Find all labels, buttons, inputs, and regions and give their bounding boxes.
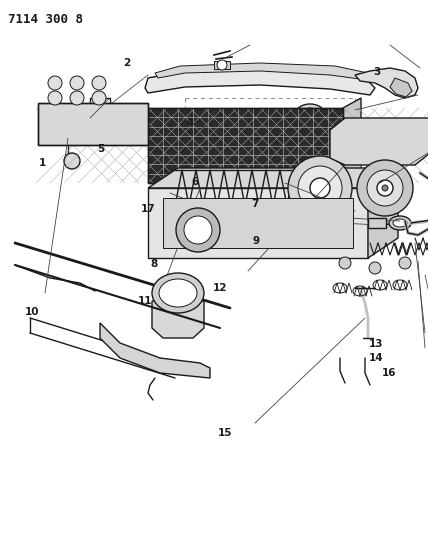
Ellipse shape <box>296 104 324 122</box>
Text: 1: 1 <box>39 158 46 167</box>
Text: 8: 8 <box>151 259 158 269</box>
Polygon shape <box>155 63 368 79</box>
Bar <box>38 103 148 145</box>
Polygon shape <box>355 68 418 98</box>
Circle shape <box>288 156 352 220</box>
Bar <box>163 198 353 248</box>
Circle shape <box>298 166 342 210</box>
Circle shape <box>64 153 80 169</box>
Polygon shape <box>100 323 210 378</box>
Polygon shape <box>148 173 361 183</box>
Circle shape <box>217 60 227 70</box>
Circle shape <box>48 76 62 90</box>
Circle shape <box>367 170 403 206</box>
Polygon shape <box>148 168 398 188</box>
Text: 4: 4 <box>187 118 194 127</box>
Circle shape <box>184 216 212 244</box>
Polygon shape <box>330 118 428 165</box>
Circle shape <box>339 257 351 269</box>
Circle shape <box>92 91 106 105</box>
Bar <box>148 108 343 183</box>
Circle shape <box>369 262 381 274</box>
Text: 11: 11 <box>138 296 153 306</box>
Text: 5: 5 <box>97 144 104 154</box>
Text: 14: 14 <box>369 353 383 363</box>
Text: 15: 15 <box>217 428 232 438</box>
Text: 9: 9 <box>253 236 259 246</box>
Bar <box>368 218 386 228</box>
Ellipse shape <box>302 108 318 118</box>
Ellipse shape <box>159 279 197 307</box>
Ellipse shape <box>393 219 407 227</box>
Text: 2: 2 <box>123 58 130 68</box>
Text: 13: 13 <box>369 339 383 349</box>
Text: 7114 300 8: 7114 300 8 <box>8 13 83 26</box>
Bar <box>148 108 343 183</box>
Circle shape <box>92 76 106 90</box>
Bar <box>38 103 148 145</box>
Circle shape <box>70 91 84 105</box>
Text: 10: 10 <box>25 307 39 317</box>
Circle shape <box>70 76 84 90</box>
Polygon shape <box>390 78 412 97</box>
Circle shape <box>377 180 393 196</box>
Circle shape <box>382 185 388 191</box>
Polygon shape <box>145 68 375 95</box>
Text: 3: 3 <box>373 67 380 77</box>
Circle shape <box>48 91 62 105</box>
Text: 17: 17 <box>140 204 155 214</box>
Text: 16: 16 <box>382 368 397 378</box>
Text: 7: 7 <box>251 199 259 208</box>
Ellipse shape <box>152 273 204 313</box>
Polygon shape <box>343 98 361 183</box>
Bar <box>214 61 230 69</box>
Circle shape <box>310 178 330 198</box>
Circle shape <box>176 208 220 252</box>
Circle shape <box>399 257 411 269</box>
Text: 12: 12 <box>213 283 228 293</box>
Polygon shape <box>148 188 368 258</box>
Polygon shape <box>152 301 204 338</box>
Ellipse shape <box>389 216 411 230</box>
Polygon shape <box>368 168 398 258</box>
Circle shape <box>312 109 320 117</box>
Circle shape <box>299 109 307 117</box>
Text: 6: 6 <box>191 177 198 187</box>
Circle shape <box>357 160 413 216</box>
